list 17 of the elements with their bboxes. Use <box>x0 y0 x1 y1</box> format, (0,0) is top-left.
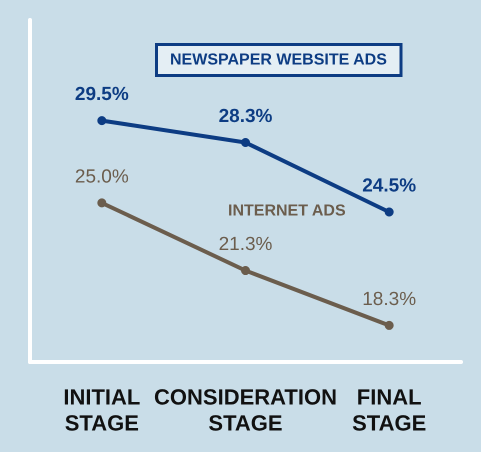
point <box>384 320 394 330</box>
x-tick-label: INITIAL STAGE <box>63 384 140 436</box>
x-tick-label: CONSIDERATION STAGE <box>154 384 337 436</box>
text: INTERNET ADS <box>228 202 346 220</box>
data-label: 29.5% <box>74 84 129 106</box>
text: NEWSPAPER WEBSITE ADS <box>170 52 388 68</box>
point <box>241 266 250 276</box>
data-label: 21.3% <box>218 234 273 256</box>
data-label: 24.5% <box>362 176 416 197</box>
data-label: 28.3% <box>218 106 273 128</box>
point <box>97 198 106 208</box>
x-tick-label: FINAL STAGE <box>352 384 426 436</box>
point <box>97 116 106 126</box>
point <box>384 208 394 217</box>
data-label: 18.3% <box>362 288 416 310</box>
data-label: 25.0% <box>74 166 129 188</box>
point <box>241 138 250 148</box>
